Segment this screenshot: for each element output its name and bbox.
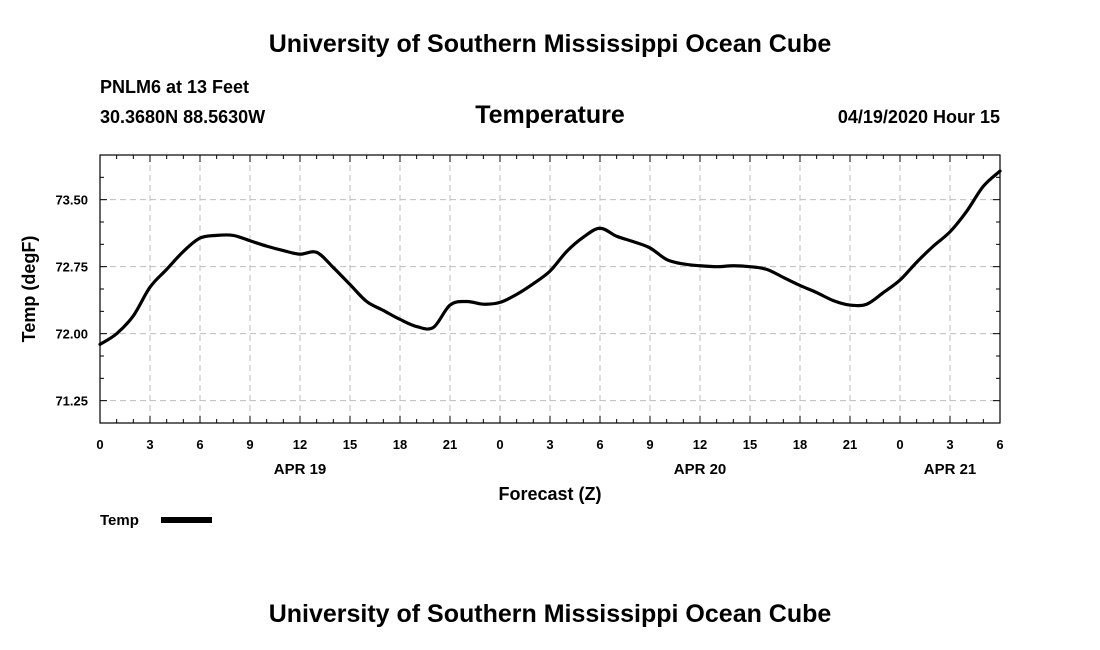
x-tick-label: 15 <box>343 437 357 452</box>
coordinates-label: 30.3680N 88.5630W <box>100 107 266 127</box>
day-label: APR 19 <box>274 461 327 478</box>
x-tick-label: 3 <box>146 437 153 452</box>
page-title: University of Southern Mississippi Ocean… <box>268 30 832 58</box>
day-label: APR 20 <box>674 461 727 478</box>
y-tick-label: 73.50 <box>55 193 88 208</box>
x-tick-label: 0 <box>96 437 103 452</box>
x-tick-label: 6 <box>596 437 603 452</box>
x-tick-label: 21 <box>843 437 857 452</box>
x-tick-label: 3 <box>546 437 553 452</box>
y-tick-label: 71.25 <box>55 394 88 409</box>
timestamp-label: 04/19/2020 Hour 15 <box>837 107 1000 127</box>
axis-layer <box>99 154 1001 423</box>
x-tick-label: 0 <box>896 437 903 452</box>
x-tick-label: 6 <box>196 437 203 452</box>
footer-title: University of Southern Mississippi Ocean… <box>268 600 832 628</box>
x-tick-label: 18 <box>793 437 807 452</box>
temp-series-line <box>98 169 1002 346</box>
series-layer <box>98 169 1002 346</box>
x-tick-label: 18 <box>393 437 407 452</box>
x-tick-label: 0 <box>496 437 503 452</box>
chart-title: Temperature <box>475 101 625 129</box>
x-tick-label: 21 <box>443 437 457 452</box>
y-axis-title: Temp (degF) <box>19 236 39 343</box>
x-tick-label: 12 <box>693 437 707 452</box>
x-axis-title: Forecast (Z) <box>498 484 601 504</box>
x-tick-label: 9 <box>646 437 653 452</box>
day-label: APR 21 <box>924 461 977 478</box>
x-tick-label: 3 <box>946 437 953 452</box>
x-tick-label: 12 <box>293 437 307 452</box>
x-tick-label: 6 <box>996 437 1003 452</box>
grid-layer <box>100 155 1000 423</box>
y-tick-label: 72.75 <box>55 260 88 275</box>
plot-frame <box>99 154 1001 424</box>
legend-label: Temp <box>100 512 139 529</box>
station-label: PNLM6 at 13 Feet <box>100 77 250 97</box>
label-layer: 0 3 6 9 12 15 18 21 0 3 6 9 12 15 18 21 0 3 6 71.25 72.00 72.… <box>55 193 1003 478</box>
x-tick-label: 9 <box>246 437 253 452</box>
y-tick-label: 72.00 <box>55 327 88 342</box>
x-tick-label: 15 <box>743 437 757 452</box>
